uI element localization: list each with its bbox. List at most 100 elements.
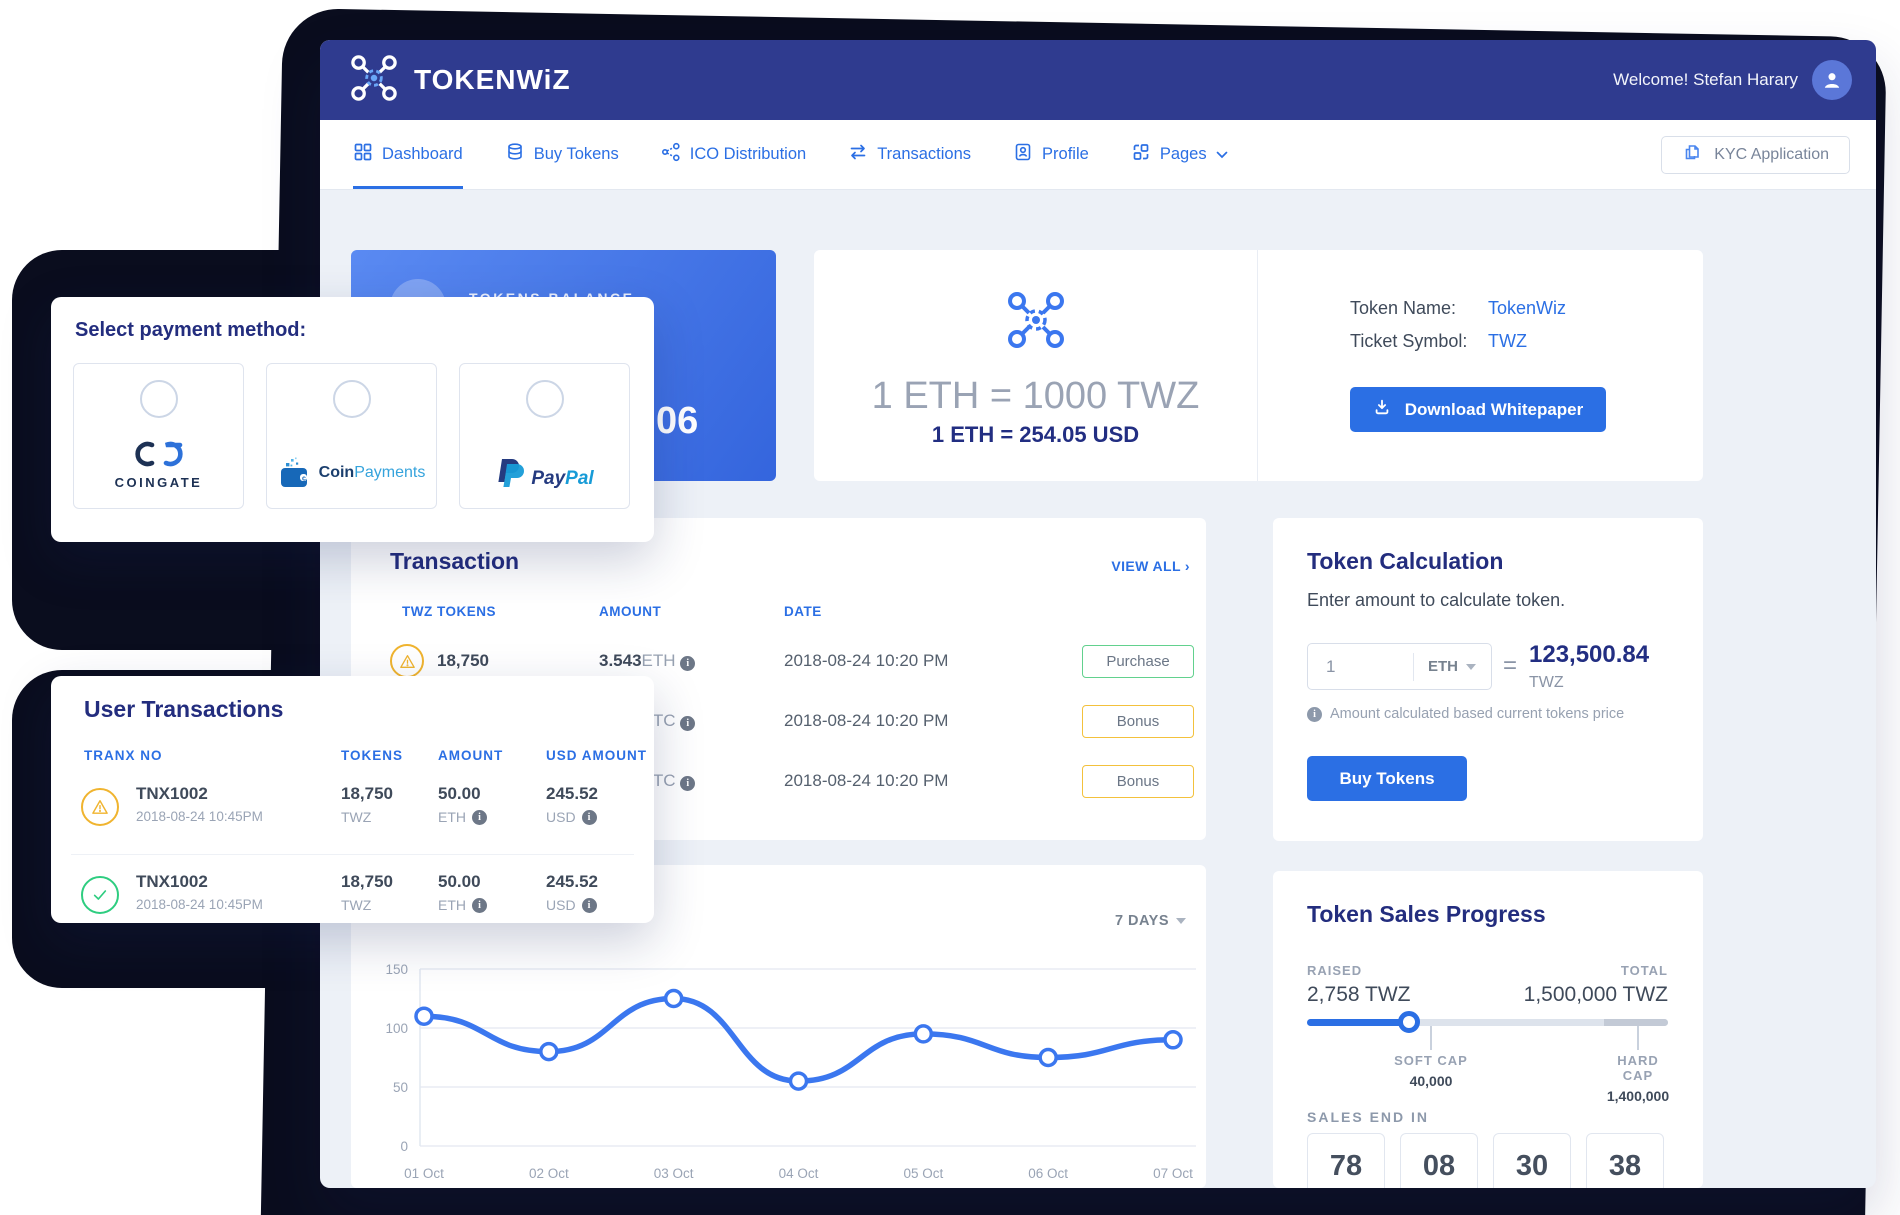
info-icon[interactable]: i (581, 809, 597, 825)
countdown-hours: 08 (1400, 1133, 1478, 1188)
usd-value: 245.52 (546, 784, 598, 803)
download-icon (1373, 398, 1391, 421)
kyc-application-button[interactable]: KYC Application (1661, 136, 1850, 174)
tokenwiz-molecule-icon-blue (1004, 288, 1068, 357)
currency-select[interactable]: ETH (1413, 652, 1476, 681)
bonus-tag[interactable]: Bonus (1082, 705, 1194, 738)
payment-popup-title: Select payment method: (75, 319, 307, 341)
usd-unit-text: USD (546, 809, 576, 825)
radio-button[interactable] (525, 380, 564, 418)
list-item: TNX1002 2018-08-24 10:45PM 18,750 TWZ 50… (51, 868, 654, 930)
usd-unit-text: USD (546, 897, 576, 913)
info-icon[interactable]: i (680, 776, 696, 791)
currency-label: ETH (1428, 658, 1458, 675)
info-icon[interactable]: i (472, 897, 487, 913)
warning-icon (390, 644, 424, 678)
soft-cap-value: 40,000 (1409, 1073, 1453, 1089)
download-whitepaper-button[interactable]: Download Whitepaper (1350, 387, 1606, 432)
hard-cap-tick (1637, 1026, 1639, 1050)
svg-text:02 Oct: 02 Oct (529, 1166, 569, 1181)
payment-method-popup: Select payment method: COINGATE c (51, 297, 654, 542)
tokens-unit: TWZ (341, 897, 372, 913)
pages-icon (1131, 142, 1151, 167)
token-name-value[interactable]: TokenWiz (1488, 298, 1567, 318)
eth-usd-rate: 1 ETH = 254.05 USD (931, 422, 1140, 447)
svg-text:100: 100 (385, 1021, 408, 1036)
amount-unit: ETH i (438, 809, 487, 825)
slider-fill (1307, 1019, 1409, 1026)
usd-unit: USD i (546, 897, 597, 913)
purchase-tag[interactable]: Purchase (1082, 645, 1194, 678)
tab-label: Dashboard (382, 145, 463, 163)
tab-buy-tokens[interactable]: Buy Tokens (505, 120, 619, 189)
eth-twz-rate: 1 ETH = 1000 TWZ (871, 375, 1200, 417)
payment-option-coinpayments[interactable]: c CoinPayments (266, 363, 437, 509)
amount-input[interactable] (1308, 656, 1413, 677)
coinpayments-word-dark: Coin (318, 464, 355, 481)
info-icon[interactable]: i (472, 809, 487, 825)
user-avatar[interactable] (1812, 60, 1852, 100)
calculation-note: i Amount calculated based current tokens… (1307, 706, 1624, 722)
table-row: 18,750 3.543ETH i 2018-08-24 10:20 PM Pu… (351, 633, 1206, 689)
info-icon[interactable]: i (680, 656, 696, 671)
amount-value: 3.543 (599, 651, 642, 670)
countdown-minutes: 30 (1493, 1133, 1571, 1188)
info-icon[interactable]: i (680, 716, 696, 731)
ticket-symbol-value[interactable]: TWZ (1488, 331, 1527, 351)
payment-option-coingate[interactable]: COINGATE (73, 363, 244, 509)
sales-end-label: SALES END IN (1307, 1109, 1430, 1125)
total-value: 1,500,000 TWZ (1523, 983, 1668, 1006)
slider-handle[interactable] (1398, 1011, 1420, 1033)
soft-cap-tick (1430, 1026, 1432, 1050)
top-header-bar: TOKENWiZ Welcome! Stefan Harary (320, 40, 1876, 120)
range-dropdown[interactable]: 7 DAYS (1115, 913, 1186, 929)
tokens-value: 18,750 (341, 784, 393, 803)
tokens-sale-line-chart: 0 50 100 150 01 Oct 02 Oct 03 Oct 04 Oct 05 Oct 0… (385, 962, 1196, 1181)
info-icon[interactable]: i (581, 897, 597, 913)
token-calculation-card: Token Calculation Enter amount to calcul… (1273, 518, 1703, 841)
tranx-no: TNX1002 (136, 784, 208, 803)
tab-transactions[interactable]: Transactions (848, 120, 971, 189)
buy-tokens-button[interactable]: Buy Tokens (1307, 756, 1467, 801)
dashboard-window: TOKENWiZ Welcome! Stefan Harary (320, 40, 1876, 1188)
brand[interactable]: TOKENWiZ (348, 52, 571, 109)
coingate-logo: COINGATE (74, 440, 243, 490)
svg-text:05 Oct: 05 Oct (903, 1166, 943, 1181)
tokenwiz-molecule-icon (348, 52, 400, 109)
calculated-result-unit: TWZ (1529, 674, 1564, 691)
amount-value: 50.00 (438, 784, 481, 803)
column-header-tokens: TOKENS (341, 748, 404, 763)
list-item: TNX1002 2018-08-24 10:45PM 18,750 TWZ 50… (51, 780, 654, 842)
column-header-amount: AMOUNT (599, 604, 662, 619)
token-sales-progress-title: Token Sales Progress (1307, 901, 1546, 927)
column-header-date: DATE (784, 604, 822, 619)
view-all-link[interactable]: VIEW ALL › (1111, 558, 1190, 574)
tab-pages[interactable]: Pages (1131, 120, 1228, 189)
soft-cap-label: SOFT CAP (1394, 1053, 1468, 1068)
tranx-datetime: 2018-08-24 10:45PM (136, 809, 263, 824)
radio-button[interactable] (332, 380, 371, 418)
token-calculation-title: Token Calculation (1307, 548, 1504, 574)
radio-button[interactable] (139, 380, 178, 418)
check-icon (81, 876, 119, 914)
download-whitepaper-label: Download Whitepaper (1404, 399, 1584, 419)
divider (71, 854, 634, 855)
amount-input-group: ETH (1307, 643, 1492, 690)
tab-dashboard[interactable]: Dashboard (353, 120, 463, 189)
tab-ico-distribution[interactable]: ICO Distribution (661, 120, 806, 189)
payment-option-paypal[interactable]: PayPal (459, 363, 630, 509)
bonus-tag[interactable]: Bonus (1082, 765, 1194, 798)
paypal-word-dark: Pay (531, 468, 566, 489)
svg-text:04 Oct: 04 Oct (779, 1166, 819, 1181)
tab-profile[interactable]: Profile (1013, 120, 1089, 189)
tokens-unit: TWZ (341, 809, 372, 825)
token-name-label: Token Name: (1350, 298, 1457, 318)
user-transactions-title: User Transactions (84, 696, 284, 722)
coingate-wordmark: COINGATE (114, 475, 203, 490)
user-transactions-popup: User Transactions TRANX NO TOKENS AMOUNT… (51, 676, 654, 923)
raised-value: 2,758 TWZ (1307, 983, 1411, 1006)
sales-progress-slider (1307, 1011, 1668, 1033)
slider-overcap-segment (1604, 1019, 1668, 1026)
countdown-seconds: 38 (1586, 1133, 1664, 1188)
